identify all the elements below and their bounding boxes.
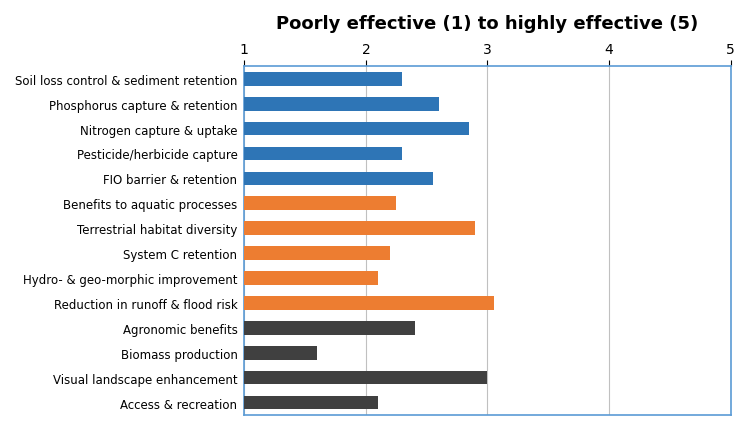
Bar xyxy=(244,321,415,335)
Bar xyxy=(244,197,396,211)
Bar xyxy=(244,346,317,360)
Bar xyxy=(244,98,439,111)
Bar xyxy=(244,396,378,409)
Bar xyxy=(244,271,378,285)
Bar xyxy=(244,172,433,186)
Bar xyxy=(244,147,402,161)
Bar xyxy=(244,123,470,136)
Bar xyxy=(244,222,476,236)
Bar xyxy=(244,371,488,384)
Bar xyxy=(244,247,390,260)
Bar xyxy=(244,73,402,86)
Bar xyxy=(244,296,494,310)
Title: Poorly effective (1) to highly effective (5): Poorly effective (1) to highly effective… xyxy=(276,15,698,33)
